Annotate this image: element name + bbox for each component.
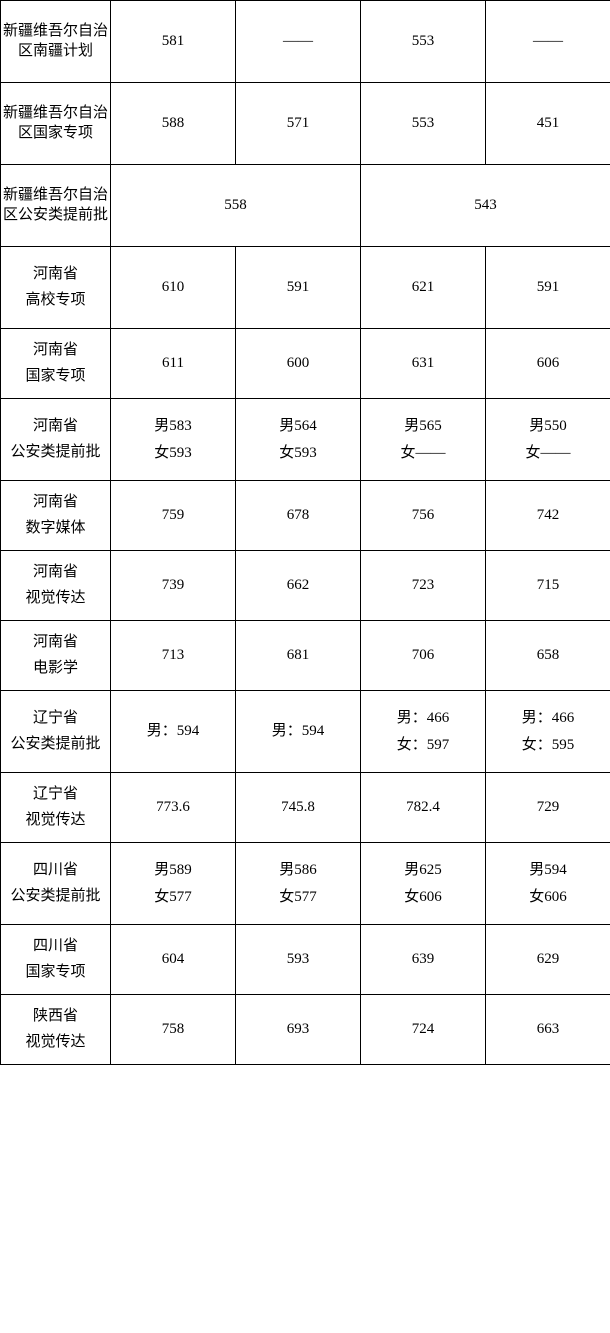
row-label: 辽宁省视觉传达 bbox=[1, 773, 111, 843]
data-cell: 558 bbox=[111, 165, 361, 247]
data-cell: 543 bbox=[361, 165, 610, 247]
data-cell: 681 bbox=[236, 621, 361, 691]
data-cell: 男625女606 bbox=[361, 843, 486, 925]
row-label: 新疆维吾尔自治区南疆计划 bbox=[1, 1, 111, 83]
table-row: 河南省电影学713681706658 bbox=[1, 621, 610, 691]
table-row: 河南省高校专项610591621591 bbox=[1, 247, 610, 329]
row-label: 四川省国家专项 bbox=[1, 925, 111, 995]
data-cell: 591 bbox=[486, 247, 610, 329]
data-cell: 593 bbox=[236, 925, 361, 995]
row-label: 河南省电影学 bbox=[1, 621, 111, 691]
row-label: 新疆维吾尔自治区公安类提前批 bbox=[1, 165, 111, 247]
data-cell: 629 bbox=[486, 925, 610, 995]
table-row: 河南省国家专项611600631606 bbox=[1, 329, 610, 399]
admission-scores-table: 新疆维吾尔自治区南疆计划581——553——新疆维吾尔自治区国家专项588571… bbox=[0, 0, 610, 1065]
data-cell: 591 bbox=[236, 247, 361, 329]
data-cell: 739 bbox=[111, 551, 236, 621]
data-cell: 782.4 bbox=[361, 773, 486, 843]
table-row: 四川省国家专项604593639629 bbox=[1, 925, 610, 995]
data-cell: 621 bbox=[361, 247, 486, 329]
data-cell: 663 bbox=[486, 995, 610, 1065]
data-cell: 759 bbox=[111, 481, 236, 551]
data-cell: 男586女577 bbox=[236, 843, 361, 925]
data-cell: 451 bbox=[486, 83, 610, 165]
data-cell: 631 bbox=[361, 329, 486, 399]
data-cell: 639 bbox=[361, 925, 486, 995]
row-label: 河南省高校专项 bbox=[1, 247, 111, 329]
data-cell: 745.8 bbox=[236, 773, 361, 843]
data-cell: 男565女—— bbox=[361, 399, 486, 481]
row-label: 陕西省视觉传达 bbox=[1, 995, 111, 1065]
data-cell: 男550女—— bbox=[486, 399, 610, 481]
data-cell: 662 bbox=[236, 551, 361, 621]
data-cell: 男：594 bbox=[111, 691, 236, 773]
data-cell: 男：466女：595 bbox=[486, 691, 610, 773]
data-cell: 724 bbox=[361, 995, 486, 1065]
data-cell: 713 bbox=[111, 621, 236, 691]
data-cell: 658 bbox=[486, 621, 610, 691]
table-row: 辽宁省公安类提前批男：594男：594男：466女：597男：466女：595 bbox=[1, 691, 610, 773]
data-cell: 600 bbox=[236, 329, 361, 399]
data-cell: 604 bbox=[111, 925, 236, 995]
table-body: 新疆维吾尔自治区南疆计划581——553——新疆维吾尔自治区国家专项588571… bbox=[1, 1, 610, 1065]
data-cell: 758 bbox=[111, 995, 236, 1065]
data-cell: 588 bbox=[111, 83, 236, 165]
row-label: 四川省公安类提前批 bbox=[1, 843, 111, 925]
data-cell: 611 bbox=[111, 329, 236, 399]
table-row: 四川省公安类提前批男589女577男586女577男625女606男594女60… bbox=[1, 843, 610, 925]
data-cell: 男564女593 bbox=[236, 399, 361, 481]
data-cell: 723 bbox=[361, 551, 486, 621]
data-cell: —— bbox=[236, 1, 361, 83]
data-cell: 553 bbox=[361, 83, 486, 165]
data-cell: 581 bbox=[111, 1, 236, 83]
row-label: 河南省数字媒体 bbox=[1, 481, 111, 551]
table-row: 新疆维吾尔自治区南疆计划581——553—— bbox=[1, 1, 610, 83]
data-cell: 571 bbox=[236, 83, 361, 165]
data-cell: 男589女577 bbox=[111, 843, 236, 925]
data-cell: 693 bbox=[236, 995, 361, 1065]
data-cell: 715 bbox=[486, 551, 610, 621]
data-cell: 678 bbox=[236, 481, 361, 551]
table-row: 陕西省视觉传达758693724663 bbox=[1, 995, 610, 1065]
row-label: 新疆维吾尔自治区国家专项 bbox=[1, 83, 111, 165]
data-cell: 756 bbox=[361, 481, 486, 551]
table-row: 河南省公安类提前批男583女593男564女593男565女——男550女—— bbox=[1, 399, 610, 481]
table-row: 河南省数字媒体759678756742 bbox=[1, 481, 610, 551]
row-label: 河南省国家专项 bbox=[1, 329, 111, 399]
data-cell: 男：466女：597 bbox=[361, 691, 486, 773]
row-label: 河南省公安类提前批 bbox=[1, 399, 111, 481]
data-cell: 男583女593 bbox=[111, 399, 236, 481]
table-row: 辽宁省视觉传达773.6745.8782.4729 bbox=[1, 773, 610, 843]
data-cell: 553 bbox=[361, 1, 486, 83]
row-label: 河南省视觉传达 bbox=[1, 551, 111, 621]
data-cell: 男：594 bbox=[236, 691, 361, 773]
data-cell: —— bbox=[486, 1, 610, 83]
table-row: 新疆维吾尔自治区国家专项588571553451 bbox=[1, 83, 610, 165]
data-cell: 742 bbox=[486, 481, 610, 551]
data-cell: 773.6 bbox=[111, 773, 236, 843]
data-cell: 610 bbox=[111, 247, 236, 329]
table-row: 河南省视觉传达739662723715 bbox=[1, 551, 610, 621]
table-row: 新疆维吾尔自治区公安类提前批558543 bbox=[1, 165, 610, 247]
row-label: 辽宁省公安类提前批 bbox=[1, 691, 111, 773]
data-cell: 男594女606 bbox=[486, 843, 610, 925]
data-cell: 706 bbox=[361, 621, 486, 691]
data-cell: 729 bbox=[486, 773, 610, 843]
data-cell: 606 bbox=[486, 329, 610, 399]
